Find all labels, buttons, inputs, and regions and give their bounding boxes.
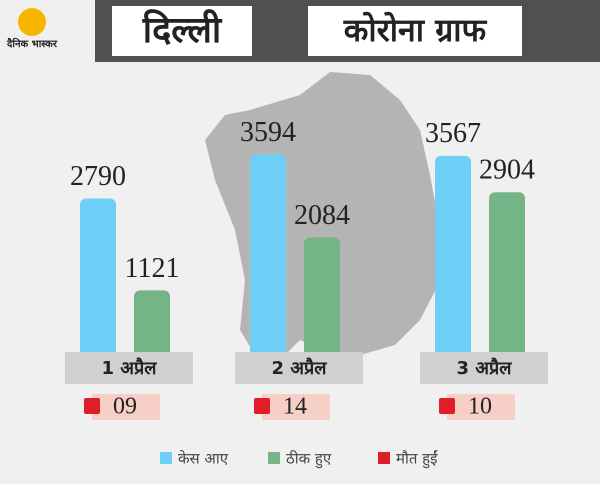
data-label: 3594 <box>240 117 296 148</box>
category-box <box>420 352 548 384</box>
x-tick-label: 2 अप्रैल <box>272 357 328 379</box>
x-tick-label: 3 अप्रैल <box>457 357 513 379</box>
category-box <box>235 352 363 384</box>
logo-icon <box>18 8 46 36</box>
legend-label: ठीक हुए <box>286 450 332 469</box>
death-icon <box>254 398 270 414</box>
data-label: 14 <box>283 394 307 420</box>
title-box <box>112 6 252 56</box>
legend-swatch <box>268 452 280 464</box>
data-label: 1121 <box>125 253 180 284</box>
legend-swatch <box>160 452 172 464</box>
bar <box>250 154 286 358</box>
death-icon <box>439 398 455 414</box>
bar <box>134 290 170 358</box>
data-label: 10 <box>468 394 492 420</box>
data-label: 2084 <box>294 200 350 231</box>
data-label: 2904 <box>479 155 535 186</box>
category-box <box>65 352 193 384</box>
data-label: 3567 <box>425 118 481 149</box>
bar <box>489 192 525 358</box>
legend-label: मौत हुईं <box>396 450 439 469</box>
legend-label: केस आए <box>178 450 229 468</box>
death-box <box>447 394 515 420</box>
data-label: 09 <box>113 394 137 420</box>
bar <box>80 198 116 358</box>
x-tick-label: 1 अप्रैल <box>102 357 158 379</box>
death-icon <box>84 398 100 414</box>
logo: दैनिक भास्कर <box>6 37 58 50</box>
subtitle-box <box>308 6 522 56</box>
death-box <box>262 394 330 420</box>
bar <box>435 155 471 358</box>
legend-swatch <box>378 452 390 464</box>
chart-title: दिल्ली <box>142 9 223 51</box>
data-label: 2790 <box>70 161 126 192</box>
chart-subtitle: कोरोना ग्राफ <box>343 11 488 49</box>
bar <box>304 237 340 358</box>
death-box <box>92 394 160 420</box>
